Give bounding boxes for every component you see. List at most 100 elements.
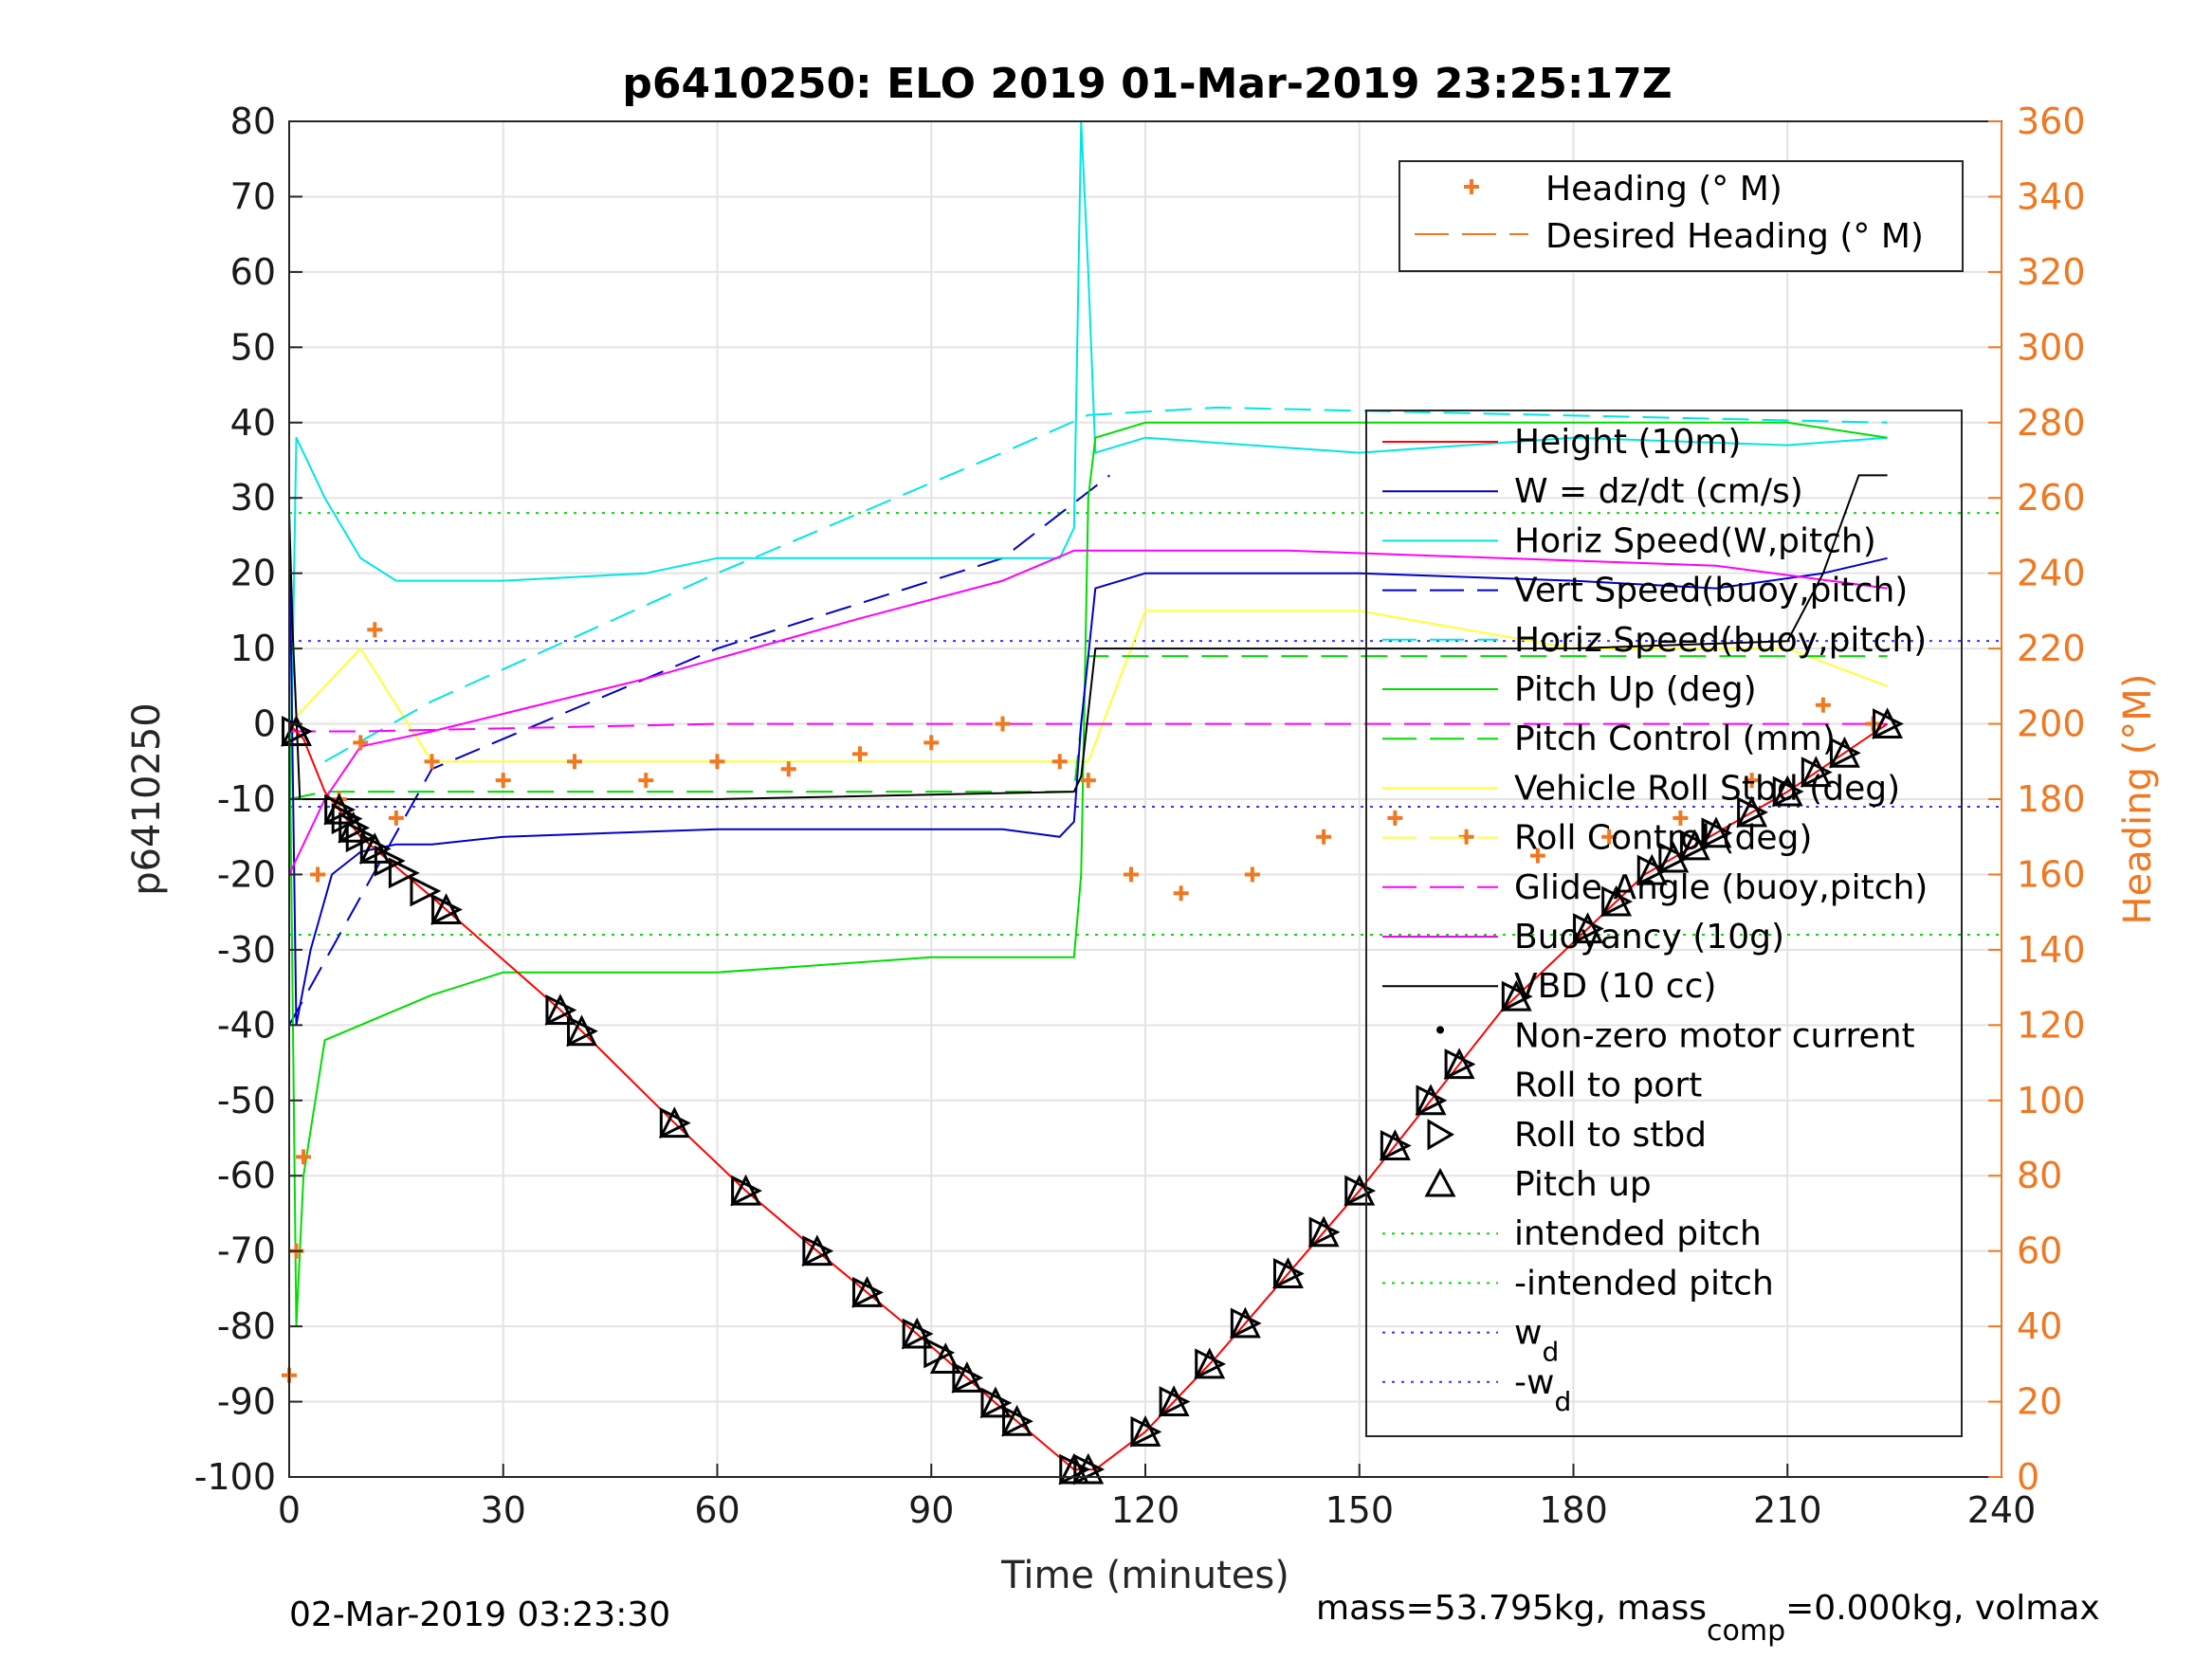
pitch-up-marker [1072, 1452, 1105, 1485]
y-right-tick-label: 100 [2017, 1080, 2086, 1121]
roll-to-stbd-marker [1230, 1307, 1262, 1340]
series-horiz-speed-buoy [324, 406, 1888, 763]
heading-marker [923, 735, 940, 751]
x-axis-ticks: 0 30 60 90 120 150 180 210 240 [278, 1464, 2036, 1531]
y-tick-label: -90 [217, 1381, 276, 1423]
roll-to-stbd-marker [545, 994, 577, 1026]
pitch-up-marker [1872, 707, 1904, 739]
heading-marker [852, 746, 868, 762]
heading-marker [310, 866, 326, 883]
roll-to-stbd-marker [1636, 854, 1669, 886]
series-vert-speed-buoy [288, 474, 1111, 1026]
y-right-tick-label: 20 [2017, 1381, 2062, 1423]
pitch-up-marker [430, 893, 462, 925]
y-right-tick-label: 60 [2017, 1231, 2062, 1272]
roll-to-stbd-marker [1772, 775, 1804, 808]
y-tick-label: 60 [230, 251, 276, 293]
pitch-up-marker [658, 1106, 690, 1139]
series-w [288, 513, 1888, 1027]
roll-to-stbd-marker [338, 811, 371, 844]
pitch-up-marker [929, 1342, 961, 1375]
heading-marker [367, 622, 383, 638]
plot-markers [281, 622, 1904, 1486]
y-axis-ticks: 80 70 60 50 40 30 20 10 0 -10 -20 -30 -40 -50 -60 -70 -8… [194, 100, 302, 1498]
roll-to-stbd-marker [1002, 1405, 1033, 1437]
heading-marker [1673, 810, 1689, 826]
legend-main-label: W = dz/dt (cm/s) [1514, 472, 1803, 511]
pitch-up-marker [801, 1234, 833, 1267]
x-axis-label: Time (minutes) [1000, 1554, 1289, 1597]
y-tick-label: 0 [253, 703, 276, 745]
pitch-up-marker [1572, 912, 1603, 944]
heading-marker [388, 810, 404, 826]
x-tick-label: 180 [1539, 1489, 1608, 1531]
x-tick-label: 210 [1753, 1489, 1822, 1531]
legend-top-label: Heading (° M) [1545, 170, 1782, 209]
roll-to-stbd-marker [1159, 1386, 1191, 1417]
pitch-up-marker [1657, 841, 1690, 873]
y-axis-right-ticks: 3603403203002802602402202001801601401201… [1988, 100, 2086, 1498]
legend-main-label: Horiz Speed(W,pitch) [1514, 521, 1876, 560]
heading-marker [1244, 866, 1260, 883]
legend-main-label: Pitch Up (deg) [1514, 670, 1757, 709]
x-tick-label: 60 [694, 1489, 740, 1531]
series-vbd [288, 474, 1888, 800]
heading-marker [1601, 829, 1618, 845]
y-right-tick-label: 120 [2017, 1004, 2086, 1046]
y-tick-label: -60 [217, 1155, 276, 1196]
legend-main-label: Buoyancy (10g) [1514, 918, 1784, 957]
heading-marker [353, 735, 369, 751]
footer-mass-prefix: mass=53.795kg, mass [1316, 1589, 1707, 1628]
y-tick-label: 70 [230, 175, 276, 217]
roll-to-stbd-marker [1501, 980, 1533, 1012]
legend-main-label: Non-zero motor current [1514, 1016, 1915, 1055]
y-axis-label: p6410250 [125, 702, 169, 896]
y-tick-label: 80 [230, 100, 276, 142]
roll-to-stbd-marker [659, 1107, 691, 1139]
pitch-up-marker [1307, 1215, 1340, 1248]
roll-to-stbd-marker [1873, 708, 1904, 739]
pitch-up-marker [1500, 979, 1532, 1012]
pitch-up-marker [951, 1361, 983, 1393]
legend-main-box [1365, 410, 1963, 1437]
legend-main-label: Roll to stbd [1514, 1116, 1707, 1155]
roll-to-stbd-marker [902, 1318, 934, 1350]
roll-to-stbd-marker [1658, 842, 1691, 874]
roll-to-stbd-marker [952, 1361, 984, 1394]
roll-to-stbd-marker [1380, 1130, 1412, 1161]
legend-main-label: VBD (10 cc) [1514, 967, 1716, 1006]
heading-marker [495, 773, 511, 789]
pitch-up-marker [1700, 816, 1732, 848]
y-right-tick-label: 200 [2017, 703, 2086, 745]
pitch-up-marker [1829, 736, 1860, 768]
heading-marker [1051, 754, 1068, 770]
footer-mass-sub: comp [1707, 1614, 1785, 1648]
y-tick-label: -30 [217, 929, 276, 971]
heading-marker [780, 761, 796, 777]
heading-marker [1744, 773, 1760, 789]
pitch-up-marker [1736, 795, 1768, 828]
roll-to-stbd-marker [431, 894, 463, 925]
series-horiz-speed [288, 120, 1888, 875]
pitch-up-marker [851, 1276, 883, 1307]
y-right-tick-label: 220 [2017, 628, 2086, 669]
heading-marker [1815, 697, 1831, 713]
y-tick-label: -100 [194, 1456, 276, 1498]
roll-to-stbd-marker [731, 1175, 762, 1207]
roll-to-stbd-marker [567, 1015, 598, 1048]
roll-to-stbd-marker [388, 857, 420, 889]
roll-to-stbd-marker [1444, 1048, 1476, 1081]
heading-marker [709, 754, 725, 770]
legend-top: Heading (° M) Desired Heading (° M) [1398, 160, 1964, 272]
pitch-up-marker [1379, 1129, 1411, 1160]
roll-to-stbd-marker [980, 1387, 1013, 1419]
legend-main-label: -intended pitch [1514, 1264, 1774, 1303]
pitch-up-marker [544, 994, 576, 1025]
x-tick-label: 120 [1111, 1489, 1180, 1531]
pitch-up-marker [1678, 829, 1710, 861]
pitch-up-marker [1272, 1257, 1304, 1288]
legend-sample-tri-right [1427, 1119, 1454, 1151]
footer-mass-suffix: =0.000kg, volmax [1785, 1589, 2100, 1628]
y-right-tick-label: 340 [2017, 175, 2086, 217]
